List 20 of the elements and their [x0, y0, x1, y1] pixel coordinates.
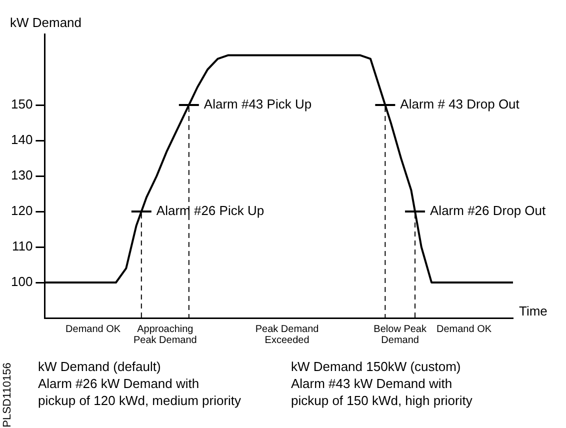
ref-line-label: Alarm #43 Pick Up: [204, 96, 312, 112]
text: Demand OK: [436, 324, 492, 335]
y-tick-label: 100: [10, 274, 33, 290]
y-tick-label: 120: [10, 203, 33, 218]
y-tick-label: 150: [10, 96, 33, 112]
x-axis-title: Time: [519, 304, 548, 319]
y-tick-label: 110: [12, 238, 33, 254]
y-axis-title: kW Demand: [10, 15, 82, 30]
text: Below Peak Demand: [374, 324, 428, 346]
ref-line-label: Alarm # 43 Drop Out: [400, 96, 520, 112]
ref-line-label: Alarm #26 Drop Out: [430, 203, 546, 218]
y-tick-label: 140: [10, 132, 33, 148]
text: PLSD110156: [1, 362, 13, 428]
y-tick-label: 130: [10, 168, 33, 183]
text: Peak Demand Exceeded: [255, 324, 319, 346]
text: Approaching Peak Demand: [133, 324, 197, 346]
text: Demand OK: [66, 324, 121, 335]
text: kW Demand 150kW (custom) Alarm #43 kW Demand with pickup of 150 kWd, high priority: [291, 358, 474, 409]
text: kW Demand (default) Alarm #26 kW Demand with pickup of 120 kWd, medium priority: [38, 358, 242, 409]
ref-line-label: Alarm #26 Pick Up: [156, 203, 264, 218]
